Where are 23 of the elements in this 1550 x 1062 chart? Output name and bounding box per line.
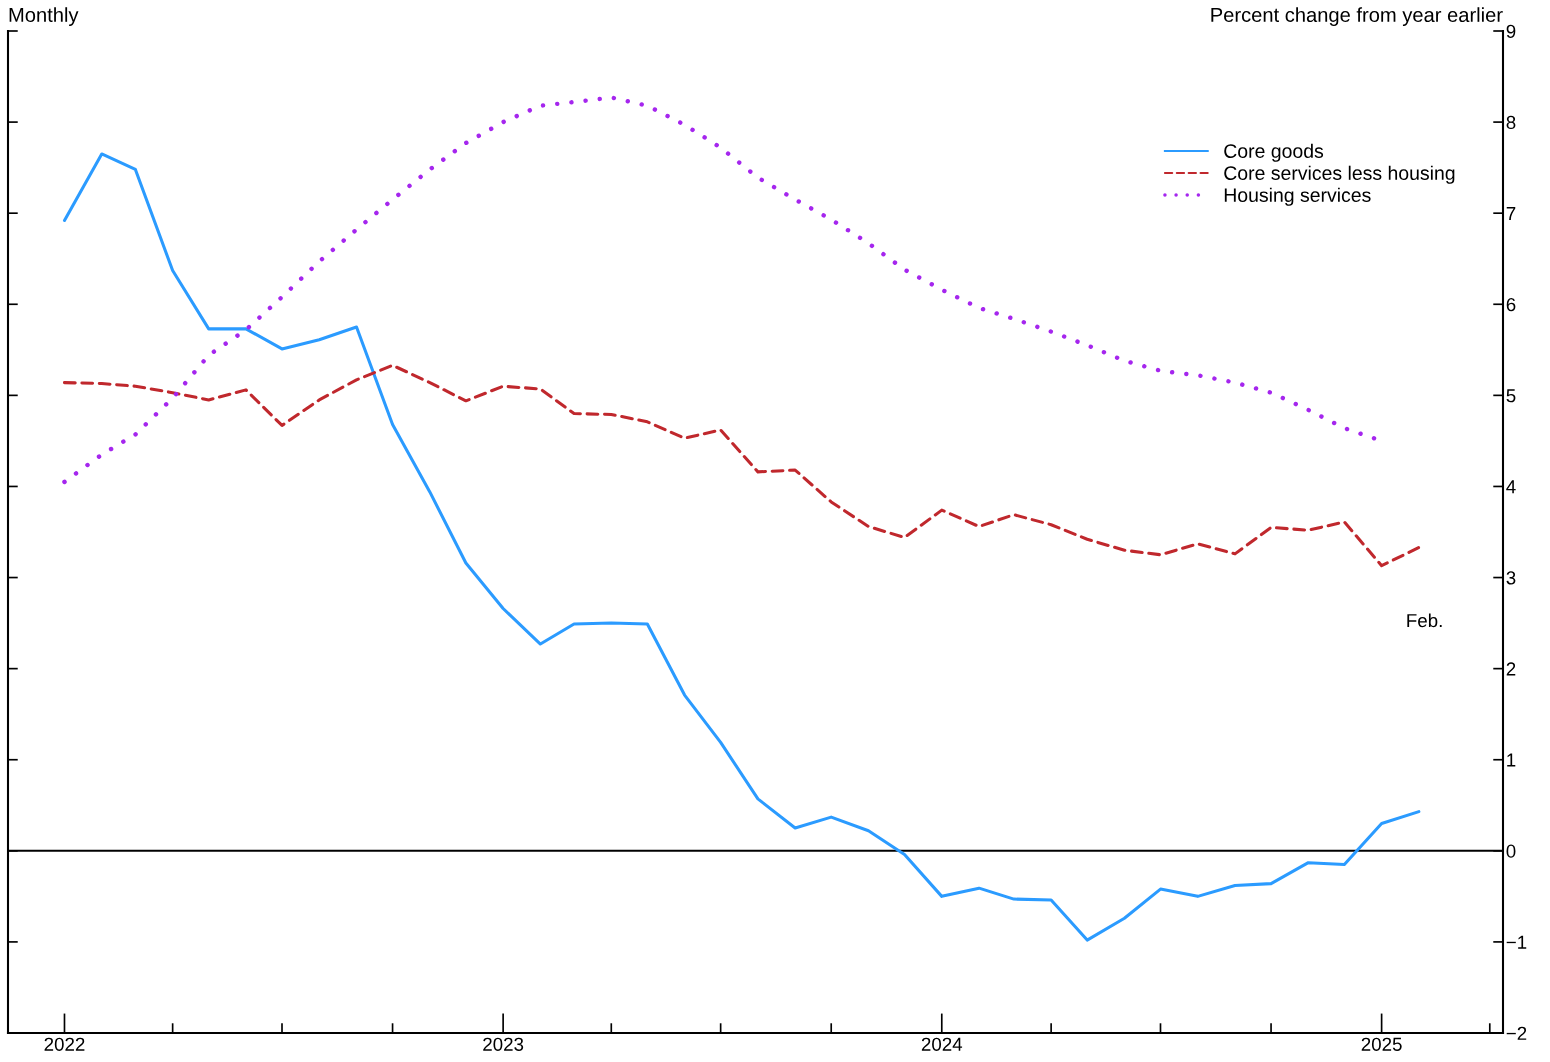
y-tick-label: 8 bbox=[1506, 115, 1516, 130]
x-tick-label: 2024 bbox=[921, 1037, 963, 1051]
y-tick-label: 6 bbox=[1506, 297, 1516, 312]
y-tick-label: 4 bbox=[1506, 480, 1516, 494]
y-tick-label: 0 bbox=[1506, 844, 1516, 858]
text: Monthly bbox=[9, 7, 79, 26]
legend-label: Core services less housing bbox=[1224, 165, 1455, 184]
legend-label: Housing services bbox=[1224, 187, 1371, 206]
y-tick-label: 7 bbox=[1506, 207, 1516, 220]
x-tick-label: 2023 bbox=[483, 1037, 524, 1051]
y-tick-label: −2 bbox=[1506, 1026, 1527, 1040]
y-tick-label: −1 bbox=[1506, 935, 1527, 949]
y-tick-label: 2 bbox=[1506, 662, 1516, 676]
y-tick-label: 3 bbox=[1506, 571, 1516, 585]
legend-label: Core goods bbox=[1224, 143, 1324, 162]
y-axis-title: Percent change from year earlier bbox=[1211, 7, 1503, 26]
y-tick-label: 9 bbox=[1506, 24, 1516, 38]
y-tick-label: 5 bbox=[1506, 389, 1516, 403]
line-series bbox=[62, 363, 1421, 568]
x-tick-label: 2022 bbox=[44, 1037, 85, 1051]
x-tick-label: 2025 bbox=[1361, 1037, 1402, 1051]
y-tick-label: 1 bbox=[1507, 753, 1516, 767]
annotation: Feb. bbox=[1407, 613, 1442, 628]
